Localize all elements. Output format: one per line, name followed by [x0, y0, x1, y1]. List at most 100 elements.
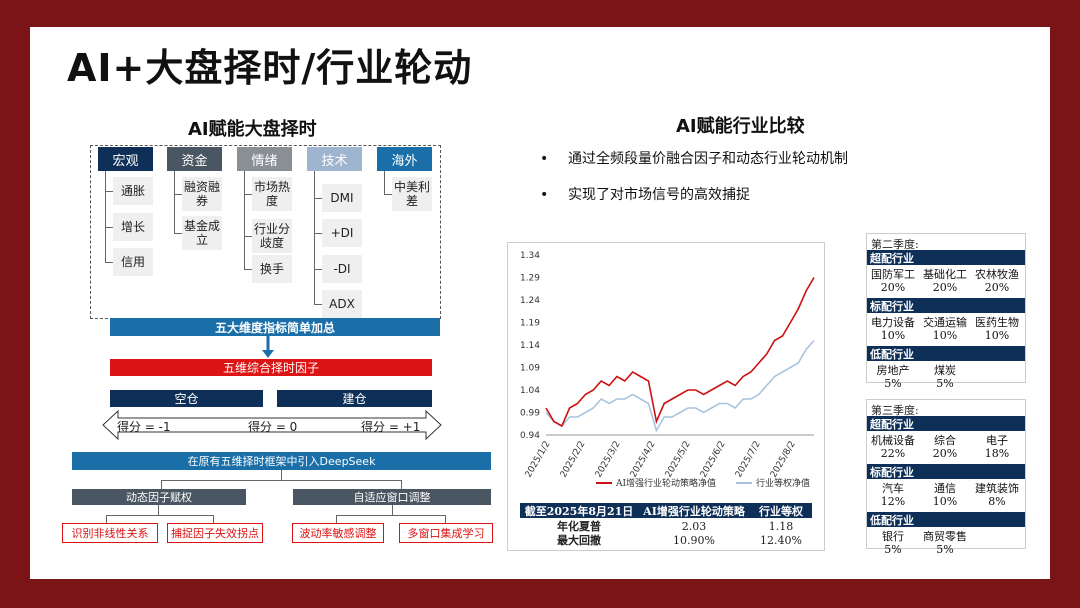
- industry-weight: 5%: [936, 377, 954, 390]
- dimension-item: 市场热度: [252, 177, 292, 211]
- y-tick-label: 0.94: [520, 431, 540, 441]
- legend-label: 行业等权净值: [756, 477, 810, 489]
- industry-name-row: 房地产 煤炭: [867, 362, 1025, 378]
- stats-header-row: 截至2025年8月21日 AI增强行业轮动策略 行业等权: [520, 503, 812, 518]
- score-arrow: [102, 410, 442, 440]
- dimension-item: +DI: [322, 219, 362, 247]
- x-tick-label: 2025/2/2: [559, 440, 588, 480]
- dimension-header-2: 情绪: [237, 147, 292, 171]
- industry-name: 国防军工: [871, 268, 915, 281]
- industry-name: 通信: [934, 482, 956, 495]
- dimension-item: 信用: [113, 248, 153, 276]
- stats-cell: 最大回撤: [557, 534, 601, 547]
- connector: [336, 515, 337, 523]
- x-tick-label: 2025/6/2: [699, 440, 728, 480]
- industry-weight: 10%: [932, 329, 958, 342]
- connector: [401, 480, 402, 489]
- stats-cell: 10.90%: [673, 533, 715, 547]
- industry-name-row: 电力设备 交通运输 医药生物: [867, 314, 1025, 330]
- stats-cell: 2.03: [681, 519, 707, 533]
- slide: AI+大盘择时/行业轮动 AI赋能大盘择时 宏观 通胀 增长 信用 资金 融资融券 基金成立…: [30, 27, 1050, 579]
- connector: [384, 171, 385, 194]
- connector: [106, 515, 213, 516]
- dimension-item: 通胀: [113, 177, 153, 205]
- series-line: [545, 277, 815, 428]
- connector: [106, 515, 107, 523]
- industry-weight-row: 22% 20% 18%: [867, 447, 1025, 460]
- bullet-symbol: •: [540, 187, 549, 203]
- industry-name-row: 机械设备 综合 电子: [867, 432, 1025, 448]
- bullet-text: 实现了对市场信号的高效捕捉: [568, 187, 750, 203]
- score-minus-label: 得分 = -1: [117, 420, 171, 434]
- y-tick-label: 1.34: [520, 251, 540, 261]
- dimension-item: 基金成立: [182, 216, 222, 250]
- dimension-item: 融资融券: [182, 177, 222, 211]
- industry-weight: 5%: [884, 543, 902, 556]
- connector: [314, 198, 322, 199]
- industry-weight: 18%: [984, 447, 1010, 460]
- industry-name: 建筑装饰: [975, 482, 1019, 495]
- industry-name: 汽车: [882, 482, 904, 495]
- allocation-group-label: 低配行业: [867, 512, 1025, 527]
- branch-dynamic-weight: 动态因子赋权: [72, 489, 246, 505]
- connector: [244, 194, 252, 195]
- connector: [105, 171, 106, 262]
- stats-row: 年化夏普 2.03 1.18: [520, 519, 812, 534]
- connector: [281, 470, 282, 480]
- industry-name: 交通运输: [923, 316, 967, 329]
- dimension-item: 换手: [252, 255, 292, 283]
- stats-row: 最大回撤 10.90% 12.40%: [520, 533, 812, 548]
- connector: [105, 191, 113, 192]
- x-tick-label: 2025/1/2: [524, 440, 553, 480]
- allocation-group-label: 标配行业: [867, 298, 1025, 313]
- empty-position-box: 空仓: [110, 390, 263, 407]
- connector: [105, 227, 113, 228]
- stats-header: 行业等权: [759, 504, 803, 518]
- industry-weight-row: 5% 5%: [867, 543, 1025, 556]
- bullet-item: • 实现了对市场信号的高效捕捉: [540, 184, 750, 204]
- connector: [392, 505, 393, 515]
- sum-bar: 五大维度指标简单加总: [110, 318, 440, 336]
- right-subtitle: AI赋能行业比较: [676, 116, 805, 137]
- connector: [161, 480, 162, 489]
- industry-name: 银行: [882, 530, 904, 543]
- stats-cell: 年化夏普: [557, 520, 601, 533]
- industry-weight: 10%: [984, 329, 1010, 342]
- connector: [161, 480, 401, 481]
- allocation-group-label: 低配行业: [867, 346, 1025, 361]
- branch-adaptive-window: 自适应窗口调整: [293, 489, 491, 505]
- score-labels: 得分 = -1 得分 = 0 得分 = +1: [102, 418, 442, 434]
- industry-weight: 5%: [884, 377, 902, 390]
- leaf-nonlinear: 识别非线性关系: [62, 523, 158, 543]
- q2-allocation-card: 第二季度: 超配行业 国防军工 基础化工 农林牧渔 20% 20% 20% 标配行业 电力设备 交通…: [866, 233, 1026, 390]
- y-tick-label: 1.04: [520, 386, 540, 396]
- leaf-inflection: 捕捉因子失效拐点: [167, 523, 263, 543]
- industry-name: 商贸零售: [923, 530, 967, 543]
- dimension-item: 增长: [113, 213, 153, 241]
- stats-table: 截至2025年8月21日 AI增强行业轮动策略 行业等权 年化夏普 2.03 1…: [520, 503, 812, 547]
- connector: [336, 515, 445, 516]
- allocation-group-label: 超配行业: [867, 250, 1025, 265]
- industry-name: 农林牧渔: [975, 268, 1019, 281]
- y-tick-label: 1.09: [520, 364, 540, 374]
- x-tick-label: 2025/3/2: [594, 440, 623, 480]
- connector: [384, 194, 392, 195]
- connector: [244, 236, 252, 237]
- industry-weight: 20%: [880, 281, 906, 294]
- line-chart: 0.94 0.99 1.04 1.09 1.14 1.19 1.24 1.29 1.34 2025…: [520, 251, 815, 489]
- dimension-header-4: 海外: [377, 147, 432, 171]
- connector: [314, 269, 322, 270]
- industry-name: 煤炭: [934, 364, 956, 377]
- down-arrow-icon: [262, 336, 274, 358]
- x-tick-label: 2025/4/2: [629, 440, 658, 480]
- page-title: AI+大盘择时/行业轮动: [67, 46, 473, 90]
- deepseek-bar: 在原有五维择时框架中引入DeepSeek: [72, 452, 491, 470]
- industry-weight-row: 10% 10% 10%: [867, 329, 1025, 342]
- connector: [158, 505, 159, 515]
- legend-label: AI增强行业轮动策略净值: [615, 477, 716, 489]
- connector: [244, 171, 245, 269]
- industry-weight: 12%: [880, 495, 906, 508]
- industry-name-row: 银行 商贸零售: [867, 528, 1025, 544]
- dimension-item: -DI: [322, 255, 362, 283]
- y-tick-label: 1.24: [520, 296, 540, 306]
